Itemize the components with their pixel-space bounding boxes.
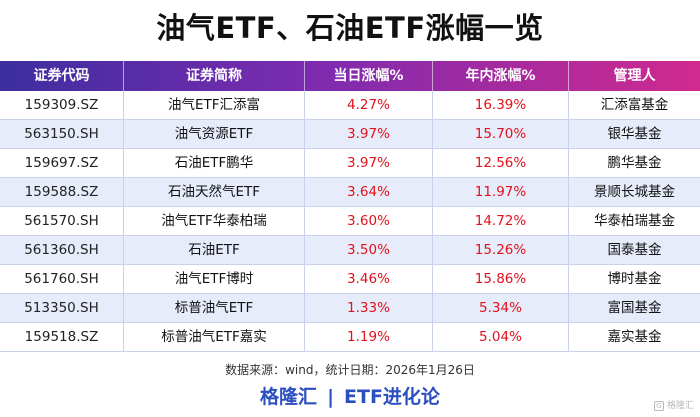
etf-table: 证券代码 证券简称 当日涨幅% 年内涨幅% 管理人 159309.SZ 油气ETF… (0, 61, 700, 352)
cell-manager: 银华基金 (607, 126, 662, 142)
cell-ytd-change: 15.26% (433, 236, 569, 264)
table-row: 159697.SZ 石油ETF鹏华 3.97% 12.56% 鹏华基金 (0, 149, 700, 178)
table-row: 561760.SH 油气ETF博时 3.46% 15.86% 博时基金 (0, 265, 700, 294)
cell-name: 油气ETF汇添富 (124, 91, 305, 119)
header-name: 证券简称 (124, 61, 305, 91)
table-row: 561570.SH 油气ETF华泰柏瑞 3.60% 14.72% 华泰柏瑞基金 (0, 207, 700, 236)
cell-code: 561360.SH (0, 236, 124, 264)
header-ytd-change: 年内涨幅% (433, 61, 569, 91)
cell-name: 油气ETF博时 (124, 265, 305, 293)
cell-code: 561570.SH (0, 207, 124, 235)
table-row: 513350.SH 标普油气ETF 1.33% 5.34% 富国基金 (0, 294, 700, 323)
cell-ytd-change: 5.04% (433, 323, 569, 351)
cell-day-change: 3.60% (305, 207, 433, 235)
cell-day-change: 3.64% (305, 178, 433, 206)
table-header-row: 证券代码 证券简称 当日涨幅% 年内涨幅% 管理人 (0, 61, 700, 91)
table-body: 159309.SZ 油气ETF汇添富 4.27% 16.39% 汇添富基金 563150.… (0, 91, 700, 352)
cell-ytd-change: 15.70% (433, 120, 569, 148)
cell-code: 159309.SZ (0, 91, 124, 119)
cell-day-change: 3.50% (305, 236, 433, 264)
cell-day-change: 3.97% (305, 120, 433, 148)
cell-ytd-change: 12.56% (433, 149, 569, 177)
watermark-logo-icon: G (653, 401, 664, 411)
cell-manager: 富国基金 (607, 300, 662, 316)
cell-manager: 鹏华基金 (607, 155, 662, 171)
header-day-change: 当日涨幅% (305, 61, 433, 91)
cell-code: 159518.SZ (0, 323, 124, 351)
cell-day-change: 3.97% (305, 149, 433, 177)
cell-day-change: 1.33% (305, 294, 433, 322)
cell-manager: 景顺长城基金 (594, 184, 675, 200)
header-code: 证券代码 (0, 61, 124, 91)
cell-ytd-change: 11.97% (433, 178, 569, 206)
table-row: 561360.SH 石油ETF 3.50% 15.26% 国泰基金 (0, 236, 700, 265)
table-row: 563150.SH 油气资源ETF 3.97% 15.70% 银华基金 (0, 120, 700, 149)
table-row: 159588.SZ 石油天然气ETF 3.64% 11.97% 景顺长城基金 (0, 178, 700, 207)
footer-column: ETF进化论 (344, 386, 440, 408)
cell-ytd-change: 16.39% (433, 91, 569, 119)
data-source-note: 数据来源：wind，统计日期：2026年1月26日 (225, 363, 475, 377)
cell-ytd-change: 14.72% (433, 207, 569, 235)
cell-day-change: 1.19% (305, 323, 433, 351)
cell-name: 石油ETF (124, 236, 305, 264)
footer-brand: 格隆汇 (260, 386, 318, 408)
table-row: 159309.SZ 油气ETF汇添富 4.27% 16.39% 汇添富基金 (0, 91, 700, 120)
cell-manager: 嘉实基金 (607, 329, 662, 345)
footer-brand-line: 格隆汇 | ETF进化论 (0, 384, 700, 410)
cell-manager: 国泰基金 (607, 242, 662, 258)
cell-day-change: 4.27% (305, 91, 433, 119)
cell-day-change: 3.46% (305, 265, 433, 293)
cell-manager: 华泰柏瑞基金 (594, 213, 675, 229)
watermark-text: 格隆汇 (666, 401, 694, 411)
page-title: 油气ETF、石油ETF涨幅一览 (156, 11, 544, 45)
cell-manager: 博时基金 (607, 271, 662, 287)
cell-code: 159588.SZ (0, 178, 124, 206)
cell-code: 513350.SH (0, 294, 124, 322)
footer-separator: | (327, 386, 335, 408)
cell-code: 159697.SZ (0, 149, 124, 177)
header-manager: 管理人 (613, 68, 656, 84)
cell-name: 标普油气ETF (124, 294, 305, 322)
watermark: G 格隆汇 (653, 399, 694, 413)
cell-code: 561760.SH (0, 265, 124, 293)
cell-ytd-change: 5.34% (433, 294, 569, 322)
cell-name: 标普油气ETF嘉实 (124, 323, 305, 351)
cell-name: 石油ETF鹏华 (124, 149, 305, 177)
cell-name: 油气资源ETF (124, 120, 305, 148)
cell-manager: 汇添富基金 (600, 97, 669, 113)
cell-name: 油气ETF华泰柏瑞 (124, 207, 305, 235)
cell-name: 石油天然气ETF (124, 178, 305, 206)
cell-ytd-change: 15.86% (433, 265, 569, 293)
table-row: 159518.SZ 标普油气ETF嘉实 1.19% 5.04% 嘉实基金 (0, 323, 700, 352)
cell-code: 563150.SH (0, 120, 124, 148)
